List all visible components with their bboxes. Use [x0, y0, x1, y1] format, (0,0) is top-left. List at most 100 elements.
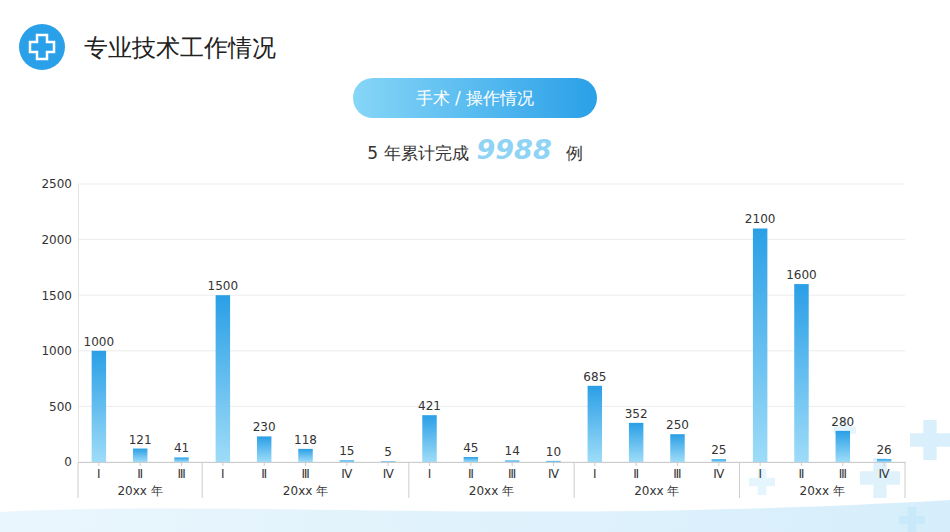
- x-tick-mark: [470, 462, 471, 466]
- x-tick-mark: [222, 462, 223, 466]
- group-label: 20xx 年: [117, 484, 162, 498]
- x-tick-mark: [388, 462, 389, 466]
- x-tick: Ⅰ: [428, 462, 432, 481]
- x-tick-mark: [760, 462, 761, 466]
- x-tick-label: Ⅲ: [177, 467, 185, 481]
- x-tick: Ⅳ: [879, 462, 890, 481]
- bar: [133, 449, 147, 462]
- data-label: 421: [418, 399, 441, 413]
- y-tick-label: 1000: [41, 344, 72, 358]
- grid-line: [78, 350, 905, 351]
- x-tick: Ⅱ: [137, 462, 143, 481]
- bar: [670, 434, 684, 462]
- data-label: 10: [546, 445, 561, 459]
- x-tick: Ⅱ: [261, 462, 267, 481]
- x-tick: Ⅲ: [177, 462, 185, 481]
- grid-line: [78, 295, 905, 296]
- bar: [753, 228, 767, 462]
- x-tick-label: Ⅱ: [468, 467, 474, 481]
- data-label: 26: [876, 443, 891, 457]
- x-tick-label: Ⅲ: [508, 467, 516, 481]
- x-tick-mark: [305, 462, 306, 466]
- y-tick-label: 2000: [41, 233, 72, 247]
- deco-cross: [899, 507, 925, 532]
- bar: [505, 460, 519, 462]
- grid: [78, 184, 905, 462]
- summary-text: 5 年累计完成: [367, 143, 468, 163]
- data-label: 2100: [745, 212, 776, 226]
- x-tick-label: Ⅳ: [713, 467, 724, 481]
- x-tick-label: Ⅰ: [428, 467, 432, 481]
- data-label: 41: [174, 441, 189, 455]
- group-label: 20xx 年: [283, 484, 328, 498]
- x-tick: Ⅰ: [97, 462, 101, 481]
- x-tick-mark: [512, 462, 513, 466]
- x-tick: Ⅲ: [301, 462, 309, 481]
- y-tick-label: 2500: [41, 177, 72, 191]
- group-separator: [739, 462, 740, 498]
- badge-text: 手术 / 操作情况: [416, 88, 535, 108]
- data-label: 118: [294, 433, 317, 447]
- x-tick: Ⅳ: [383, 462, 394, 481]
- x-tick-mark: [553, 462, 554, 466]
- x-tick: Ⅳ: [713, 462, 724, 481]
- x-tick-mark: [718, 462, 719, 466]
- x-tick: Ⅲ: [839, 462, 847, 481]
- grid-line: [78, 184, 905, 185]
- x-tick-mark: [636, 462, 637, 466]
- group-separator: [574, 462, 575, 498]
- x-tick-mark: [594, 462, 595, 466]
- bar: [629, 423, 643, 462]
- x-tick-label: Ⅳ: [879, 467, 890, 481]
- data-label: 1600: [786, 268, 817, 282]
- y-axis: 0 500 1000 1500 2000 2500: [41, 177, 78, 469]
- bar: [794, 284, 808, 462]
- bar: [422, 415, 436, 462]
- y-tick-label: 0: [64, 455, 72, 469]
- x-tick-label: Ⅰ: [97, 467, 101, 481]
- y-tick: 2000: [41, 233, 78, 247]
- y-tick-label: 500: [49, 400, 72, 414]
- x-tick: Ⅳ: [548, 462, 559, 481]
- bar: [92, 351, 106, 462]
- x-tick-mark: [181, 462, 182, 466]
- x-tick-mark: [842, 462, 843, 466]
- bars: [92, 228, 892, 462]
- x-tick-label: Ⅲ: [673, 467, 681, 481]
- x-tick: Ⅳ: [341, 462, 352, 481]
- group-separator: [905, 462, 906, 498]
- x-tick: Ⅱ: [633, 462, 639, 481]
- group-label: 20xx 年: [634, 484, 679, 498]
- group-label: 20xx 年: [800, 484, 845, 498]
- data-label: 280: [831, 415, 854, 429]
- x-tick-mark: [140, 462, 141, 466]
- x-tick-label: Ⅱ: [633, 467, 639, 481]
- x-tick-label: Ⅲ: [839, 467, 847, 481]
- summary-total: 9988: [477, 134, 552, 165]
- data-label: 250: [666, 418, 689, 432]
- y-tick: 0: [64, 455, 78, 469]
- deco-cross: [910, 420, 950, 460]
- group-separator: [78, 462, 79, 498]
- x-tick-mark: [884, 462, 885, 466]
- grid-line: [78, 239, 905, 240]
- x-tick-label: Ⅳ: [383, 467, 394, 481]
- bar: [257, 436, 271, 462]
- data-label: 352: [625, 407, 648, 421]
- data-label: 230: [253, 420, 276, 434]
- x-tick-mark: [801, 462, 802, 466]
- data-label: 15: [339, 444, 354, 458]
- data-label: 45: [463, 441, 478, 455]
- badge: [353, 78, 597, 118]
- summary: 5 年累计完成 9988 例: [367, 134, 582, 165]
- bar: [588, 386, 602, 462]
- bar: [216, 295, 230, 462]
- y-tick: 1000: [41, 344, 78, 358]
- group-label: 20xx 年: [469, 484, 514, 498]
- icon-cross: [30, 35, 54, 59]
- x-tick-label: Ⅱ: [137, 467, 143, 481]
- x-tick-mark: [429, 462, 430, 466]
- y-tick-label: 1500: [41, 289, 72, 303]
- summary-unit: 例: [566, 143, 583, 163]
- canvas: 手术 / 操作情况 5 年累计完成 9988 例 0 500 1000 1500 2000 250…: [0, 0, 950, 532]
